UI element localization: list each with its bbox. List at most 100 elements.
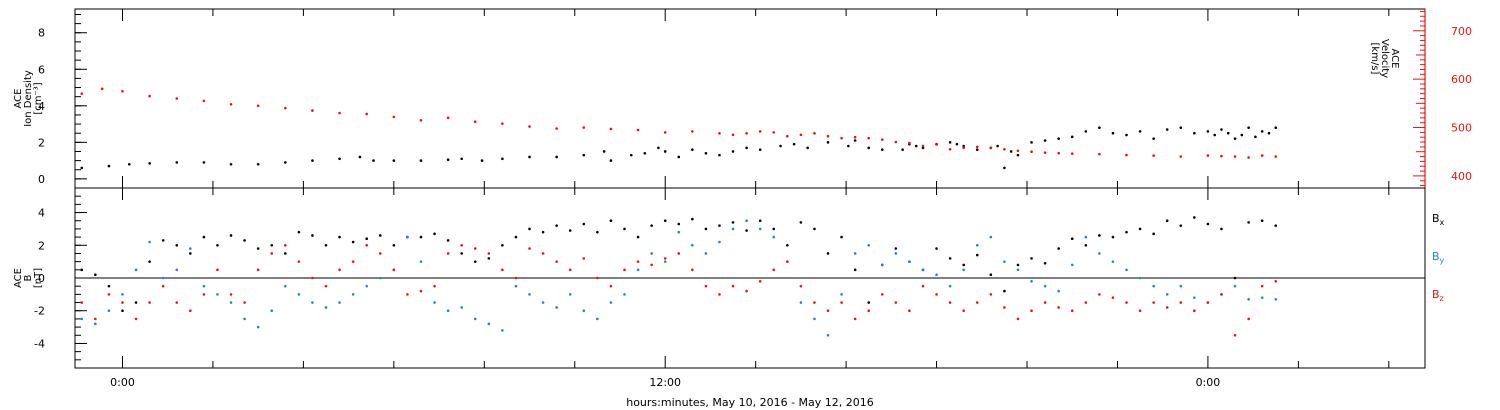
bx-point xyxy=(568,229,572,232)
by-point xyxy=(582,309,586,313)
by-point xyxy=(1084,235,1088,239)
bz-point xyxy=(1003,306,1006,309)
bx-point xyxy=(270,243,274,247)
bz-point xyxy=(473,247,477,250)
by-point xyxy=(365,284,369,288)
bz-point xyxy=(935,293,938,296)
velocity-point xyxy=(1179,155,1183,158)
bx-point xyxy=(1247,221,1250,224)
velocity-point xyxy=(894,140,898,144)
bz-point xyxy=(650,263,653,267)
ion-density-point xyxy=(480,159,484,162)
bz-point xyxy=(528,247,531,250)
bz-point xyxy=(161,284,165,288)
bx-point xyxy=(1206,222,1210,226)
by-point xyxy=(487,322,491,326)
by-point xyxy=(948,284,952,288)
by-point xyxy=(1057,289,1060,293)
by-point xyxy=(473,317,477,321)
legend-bz: Bz xyxy=(1432,288,1444,303)
velocity-point xyxy=(758,130,762,133)
bx-point xyxy=(256,247,260,250)
bx-point xyxy=(745,229,748,232)
ion-density-axis-title-line: [cm⁻³] xyxy=(33,82,44,114)
ion-density-point xyxy=(691,148,694,151)
bz-point xyxy=(351,260,355,263)
x-tick-label: 0:00 xyxy=(110,376,135,389)
velocity-point xyxy=(582,126,586,129)
bx-series xyxy=(80,216,1278,313)
ion-density-point xyxy=(284,161,287,164)
by-point xyxy=(148,240,151,244)
bx-point xyxy=(718,224,721,227)
bx-point xyxy=(894,247,898,250)
bx-point xyxy=(324,243,328,247)
ion-density-axis-title-line: Ion Density xyxy=(23,70,34,127)
by-point xyxy=(243,317,246,321)
ion-density-point xyxy=(718,153,721,157)
bx-point xyxy=(1070,237,1074,241)
velocity-point xyxy=(1152,154,1155,157)
by-point xyxy=(216,293,219,296)
bx-point xyxy=(623,227,626,231)
velocity-point xyxy=(100,87,104,91)
velocity-point xyxy=(175,97,179,100)
bx-point xyxy=(948,257,952,260)
bx-point xyxy=(1193,216,1196,219)
velocity-point xyxy=(826,134,830,138)
bx-point xyxy=(148,260,151,263)
bx-point xyxy=(1003,289,1006,293)
ion-density-point xyxy=(1233,137,1237,140)
ion-density-point xyxy=(609,159,613,162)
ion-density-point xyxy=(1274,126,1278,130)
bz-point xyxy=(216,268,219,272)
by-point xyxy=(433,301,436,304)
velocity-point xyxy=(501,122,504,125)
bx-point xyxy=(1111,235,1115,239)
ion-density-point xyxy=(148,162,151,165)
ion-density-point xyxy=(175,161,179,164)
velocity-point xyxy=(1247,156,1250,159)
bz-point xyxy=(202,293,206,296)
bx-point xyxy=(813,227,816,231)
by-point xyxy=(270,309,274,313)
by-point xyxy=(1274,297,1278,301)
velocity-point xyxy=(636,128,640,132)
velocity-point xyxy=(338,111,341,115)
by-point xyxy=(256,325,260,329)
velocity-point xyxy=(284,106,287,110)
velocity-point xyxy=(229,103,233,106)
bz-point xyxy=(582,257,586,260)
bx-point xyxy=(989,273,993,277)
bx-point xyxy=(1016,263,1020,267)
bz-point xyxy=(894,301,898,304)
velocity-point xyxy=(1220,154,1223,158)
bx-point xyxy=(1220,227,1223,231)
bx-point xyxy=(636,235,640,239)
by-point xyxy=(758,227,762,231)
by-point xyxy=(555,306,558,309)
bz-point xyxy=(324,284,328,288)
bx-point xyxy=(772,227,776,231)
by-point xyxy=(962,268,965,272)
bz-point xyxy=(1206,301,1210,304)
bz-point xyxy=(826,309,830,313)
bz-point xyxy=(1233,333,1237,337)
velocity-point xyxy=(1016,149,1020,153)
by-point xyxy=(718,240,721,244)
ion-density-point xyxy=(392,159,396,162)
by-point xyxy=(284,284,287,288)
bx-point xyxy=(826,252,830,255)
bz-point xyxy=(989,293,993,296)
ion-density-point xyxy=(657,146,660,150)
by-point xyxy=(1233,284,1237,288)
by-point xyxy=(514,284,518,288)
ion-density-point xyxy=(914,144,918,148)
bx-point xyxy=(596,230,599,234)
ion-density-point xyxy=(1016,153,1020,157)
bx-point xyxy=(1098,234,1101,237)
bz-point xyxy=(134,317,138,321)
bz-point xyxy=(378,252,382,255)
bz-point xyxy=(460,243,463,247)
